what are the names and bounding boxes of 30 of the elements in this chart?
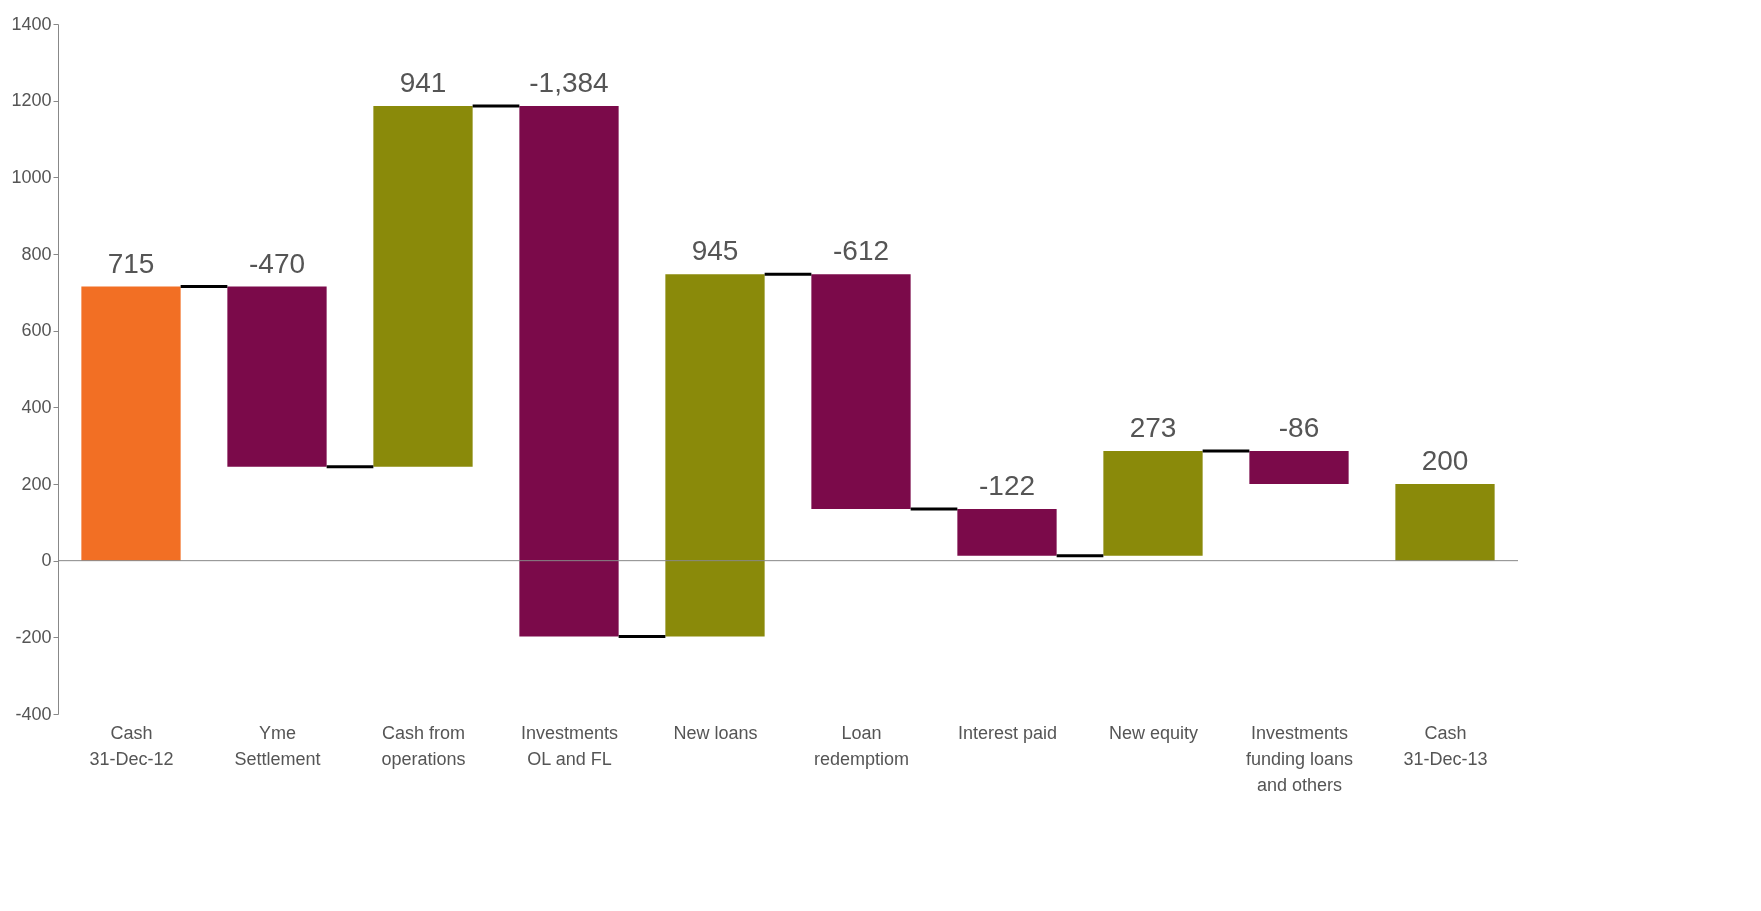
y-tick-label: 1200 [11, 90, 52, 111]
x-tick-label: Cash from operations [381, 722, 466, 769]
x-tick-label: Interest paid [957, 722, 1058, 743]
x-tick-label: New loans [673, 722, 758, 743]
x-tick-label: Yme Settlement [234, 722, 321, 769]
x-tick-label: Cash 31-Dec-12 [89, 722, 174, 769]
data-label: -612 [832, 235, 890, 267]
y-tick-label: 200 [21, 473, 52, 494]
y-tick-label: 400 [21, 396, 52, 417]
y-tick-label: 1400 [11, 13, 52, 34]
y-tick-label: 800 [21, 243, 52, 264]
data-label: -86 [1278, 412, 1320, 444]
y-tick-label: -400 [15, 703, 52, 724]
x-tick-label: Investments funding loans and others [1245, 722, 1354, 795]
data-label: 273 [1129, 412, 1177, 444]
y-tick-label: 1000 [11, 166, 52, 187]
data-label: -122 [978, 469, 1036, 501]
data-label: 945 [691, 235, 739, 267]
x-tick-label: Investments OL and FL [520, 722, 619, 769]
data-label: -1,384 [529, 67, 609, 99]
y-tick-label: -200 [15, 626, 52, 647]
data-label: 200 [1421, 445, 1469, 476]
x-tick-label: Loan redemptiom [813, 722, 910, 769]
data-label: 941 [399, 67, 447, 99]
data-label: 715 [107, 247, 155, 279]
x-tick-label: Cash 31-Dec-13 [1403, 722, 1488, 769]
data-label: -470 [248, 247, 306, 279]
y-tick-label: 0 [41, 550, 52, 571]
x-tick-label: New equity [1108, 722, 1199, 743]
y-tick-label: 600 [21, 320, 52, 341]
